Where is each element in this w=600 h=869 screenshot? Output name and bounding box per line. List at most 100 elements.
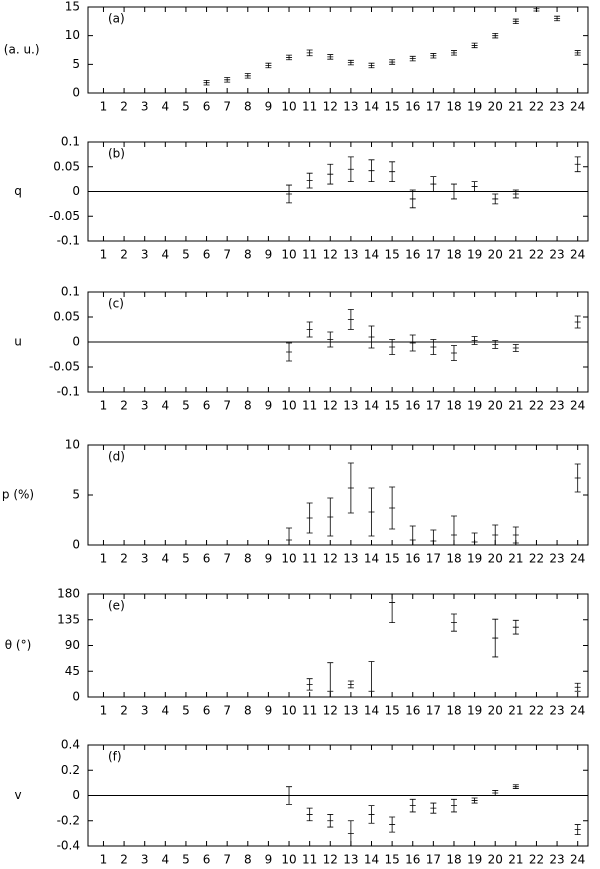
y-tick-label: -0.2 [57,813,80,827]
x-tick-label: 8 [244,399,252,413]
x-tick-label: 19 [467,853,482,867]
x-tick-label: 1 [100,853,108,867]
x-tick-label: 12 [323,399,338,413]
x-tick-label: 15 [384,704,399,718]
y-axis-label: θ (°) [5,638,32,652]
error-bar [389,161,396,182]
x-tick-label: 3 [141,399,149,413]
x-tick-label: 20 [488,248,503,262]
error-bar [286,54,293,61]
x-tick-label: 10 [281,248,296,262]
error-bar [389,59,396,65]
error-bar [471,181,478,192]
y-tick-label: 0.1 [61,285,80,299]
x-tick-label: 5 [182,853,190,867]
error-bar [574,315,581,329]
x-tick-label: 19 [467,399,482,413]
x-tick-label: 4 [161,399,169,413]
error-bar [347,820,354,846]
y-tick-label: 0.05 [53,159,80,173]
x-tick-label: 6 [203,248,211,262]
x-tick-label: 20 [488,552,503,566]
y-tick-label: 0 [72,335,80,349]
x-tick-label: 3 [141,853,149,867]
x-tick-label: 2 [120,552,128,566]
x-tick-label: 24 [570,399,585,413]
error-bar [306,502,313,534]
error-bar [533,7,540,12]
error-bar [347,156,354,182]
error-bar [430,529,437,545]
data-layer [286,309,581,362]
error-bar [574,682,581,692]
x-tick-label: 17 [426,853,441,867]
x-tick-label: 2 [120,100,128,114]
y-axis-label: p (%) [2,488,34,502]
error-bar [389,816,396,833]
x-tick-label: 7 [223,399,231,413]
x-tick-label: 2 [120,853,128,867]
error-bar [450,183,457,200]
x-tick-label: 17 [426,704,441,718]
error-bar [574,463,581,493]
error-bar [471,532,478,545]
x-tick-label: 2 [120,399,128,413]
error-bar [327,497,334,537]
error-bar [389,486,396,530]
x-tick-label: 14 [364,552,379,566]
error-bar [409,798,416,813]
x-tick-label: 24 [570,248,585,262]
x-tick-label: 9 [265,100,273,114]
x-tick-label: 9 [265,853,273,867]
y-tick-label: 0 [72,690,80,704]
error-bar [347,309,354,330]
x-tick-label: 1 [100,704,108,718]
error-bar [492,524,499,545]
y-tick-label: 10 [65,28,80,42]
y-tick-label: 0 [72,86,80,100]
x-tick-label: 19 [467,704,482,718]
y-tick-label: 0.05 [53,310,80,324]
y-tick-label: 0 [72,538,80,552]
x-tick-label: 13 [343,552,358,566]
x-tick-label: 9 [265,552,273,566]
y-tick-label: 10 [65,438,80,452]
x-tick-label: 18 [446,853,461,867]
x-tick-label: 4 [161,552,169,566]
y-tick-label: 0.4 [61,738,80,752]
x-tick-label: 3 [141,248,149,262]
x-tick-label: 7 [223,100,231,114]
x-tick-label: 22 [529,100,544,114]
x-tick-label: 6 [203,399,211,413]
x-tick-label: 20 [488,399,503,413]
x-tick-label: 17 [426,100,441,114]
error-bar [512,526,519,544]
error-bar [347,680,354,689]
error-bar [389,339,396,355]
panel: v-0.4-0.200.20.41 2 3 4 5 6 7 8 9 10 11 12 13 14 15 16 1… [14,738,589,867]
error-bar [512,619,519,635]
x-tick-label: 16 [405,704,420,718]
data-layer [286,156,581,209]
x-tick-label: 10 [281,552,296,566]
error-bar [368,62,375,69]
error-bar [492,618,499,658]
error-bar [265,62,272,69]
error-bar [203,79,210,86]
error-bar [286,527,293,545]
x-tick-label: 13 [343,100,358,114]
x-tick-label: 23 [549,552,564,566]
error-bar [574,156,581,173]
y-axis-label: u [14,335,22,349]
x-tick-label: 14 [364,704,379,718]
x-tick-label: 6 [203,704,211,718]
x-tick-label: 23 [549,853,564,867]
x-tick-label: 12 [323,704,338,718]
x-tick-label: 18 [446,704,461,718]
x-tick-label: 13 [343,248,358,262]
x-tick-label: 12 [323,853,338,867]
x-tick-label: 24 [570,552,585,566]
x-tick-label: 9 [265,248,273,262]
x-tick-label: 21 [508,248,523,262]
